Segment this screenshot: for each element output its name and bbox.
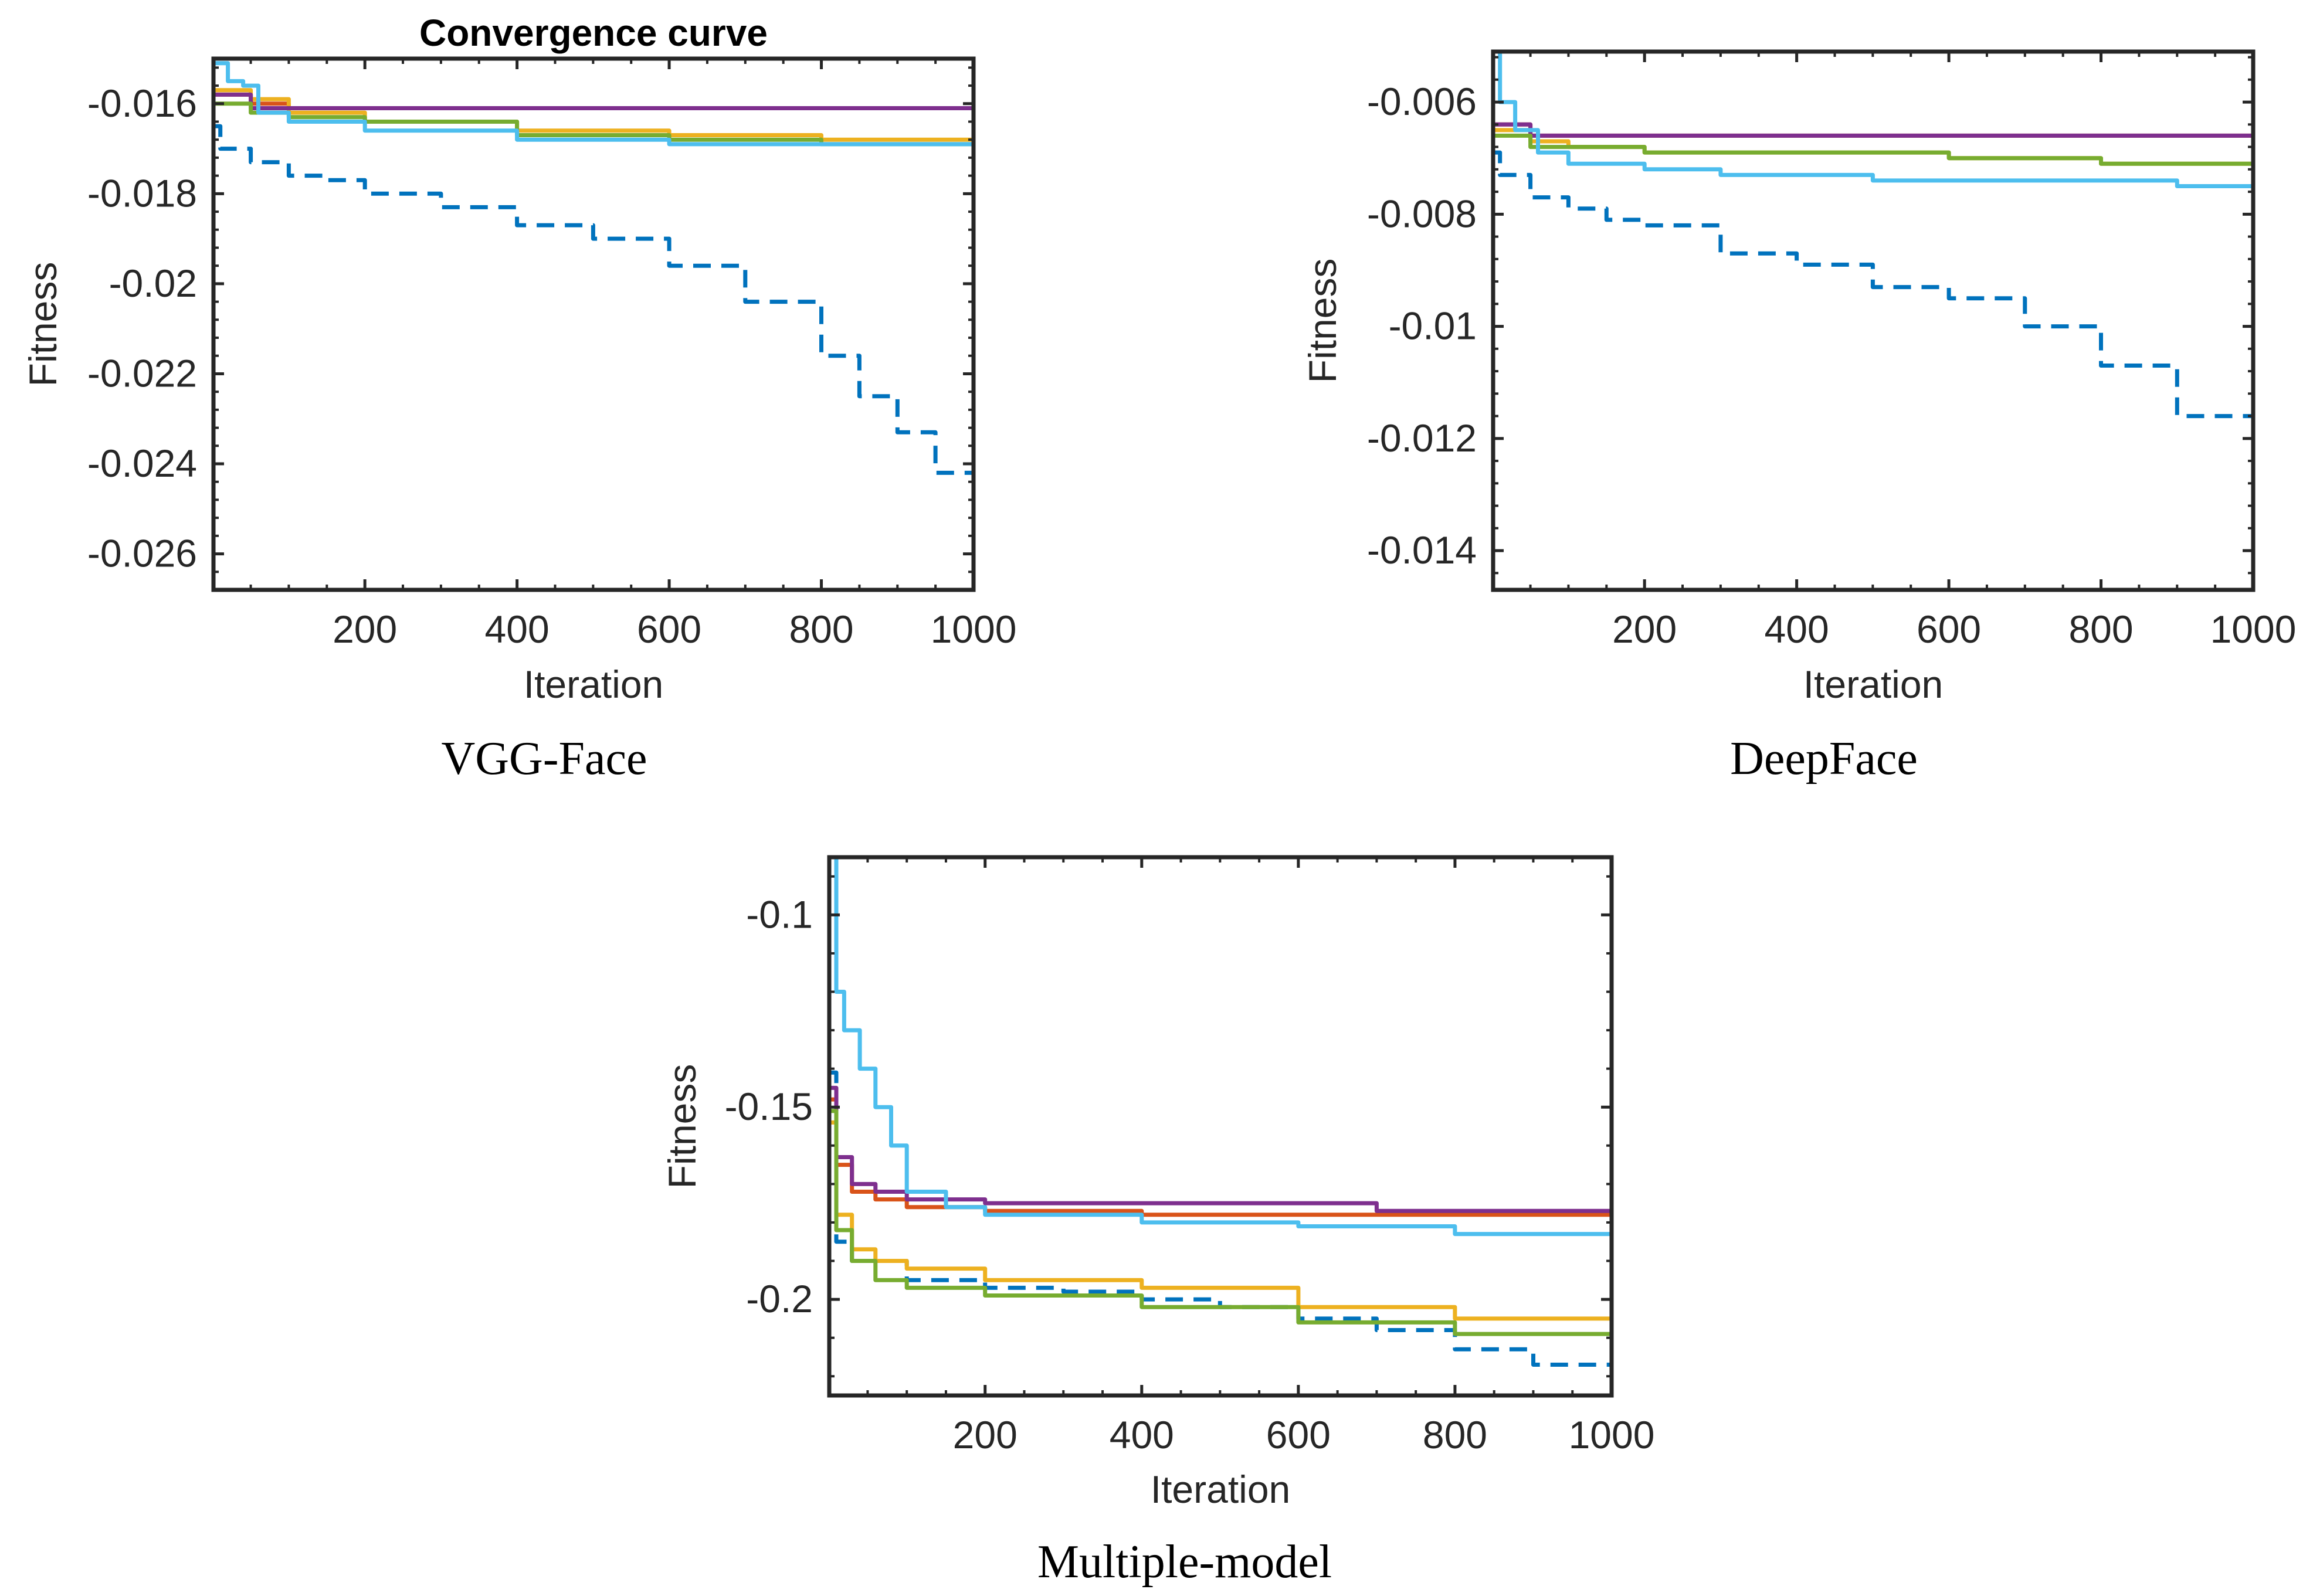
x-tick-label: 200	[333, 607, 397, 651]
x-tick-label: 1000	[2210, 607, 2297, 651]
chart-deepface: 200 400 600 800 1000 -0.006 -0.008 -0.01 -0.012 -…	[1301, 49, 2297, 785]
series-line-dashed-blue	[829, 1070, 1614, 1384]
plot-frame	[1491, 49, 2256, 592]
tick-layer: 200 400 600 800 1000 -0.1 -0.15 -0.2	[725, 857, 1655, 1456]
x-tick-label: 800	[789, 607, 853, 651]
y-tick-label: -0.012	[1367, 416, 1477, 460]
y-tick-label: -0.1	[746, 892, 813, 936]
series-line-green	[213, 101, 976, 149]
y-tick-label: -0.022	[87, 351, 197, 395]
y-tick-label: -0.014	[1367, 528, 1477, 572]
series-line-green	[829, 1109, 1614, 1342]
x-tick-label: 1000	[931, 607, 1017, 651]
series-line-cyan	[829, 855, 1614, 1242]
series-line-purple	[1493, 122, 2256, 141]
chart-vgg-face: 200 400 600 800 1000 -0.016 -0.018 -0.02 -0.022 -…	[21, 12, 1016, 785]
x-tick-label: 400	[485, 607, 550, 651]
y-tick-label: -0.026	[87, 532, 197, 575]
x-tick-label: 600	[1266, 1413, 1331, 1456]
series-line-red	[829, 1097, 1614, 1227]
chart-caption: VGG-Face	[442, 733, 647, 785]
x-tick-label: 1000	[1569, 1413, 1655, 1456]
y-tick-label: -0.008	[1367, 192, 1477, 235]
chart-multiple-model: 200 400 600 800 1000-0.1-0.15-0.2 Iteration …	[660, 855, 1655, 1588]
x-tick-label: 800	[2068, 607, 2133, 651]
y-tick-label: -0.15	[725, 1085, 813, 1128]
series-line-dashed-blue	[213, 124, 976, 522]
y-tick-label: -0.01	[1389, 304, 1477, 348]
y-tick-label: -0.018	[87, 171, 197, 215]
chart-caption: Multiple-model	[1037, 1536, 1332, 1588]
y-axis-label: Fitness	[660, 1064, 704, 1189]
series-line-cyan	[1493, 49, 2253, 188]
chart-title: Convergence curve	[419, 12, 768, 54]
series-layer	[1493, 49, 2256, 500]
series-line-dashed-blue	[1493, 150, 2256, 500]
y-axis-label: Fitness	[21, 262, 65, 387]
series-line-purple	[213, 92, 974, 110]
y-tick-label: -0.006	[1367, 80, 1477, 123]
series-layer	[829, 855, 1614, 1384]
series-line-green	[1493, 133, 2256, 169]
x-tick-label: 200	[1612, 607, 1677, 651]
x-tick-label: 600	[637, 607, 701, 651]
x-tick-label: 600	[1917, 607, 1981, 651]
chart-caption: DeepFace	[1730, 733, 1918, 785]
series-line-purple	[829, 1085, 1614, 1215]
y-tick-label: -0.024	[87, 442, 197, 485]
tick-layer: 200 400 600 800 1000 -0.016 -0.018 -0.02 -0.022 -…	[87, 59, 1017, 651]
y-axis-label: Fitness	[1301, 259, 1344, 383]
plot-frame	[827, 855, 1614, 1398]
x-tick-label: 800	[1423, 1413, 1487, 1456]
y-tick-label: -0.2	[746, 1277, 813, 1320]
x-axis-label: Iteration	[524, 663, 663, 706]
tick-layer: 200 400 600 800 1000 -0.006 -0.008 -0.01 -0.012 -…	[1367, 52, 2297, 651]
series-line-cyan	[213, 61, 976, 149]
x-axis-label: Iteration	[1151, 1468, 1290, 1511]
x-tick-label: 400	[1765, 607, 1829, 651]
y-tick-label: -0.02	[109, 262, 197, 305]
x-tick-label: 400	[1110, 1413, 1174, 1456]
series-line-yellow	[213, 88, 974, 142]
x-axis-label: Iteration	[1803, 663, 1943, 706]
series-layer	[213, 61, 976, 522]
x-tick-label: 200	[953, 1413, 1018, 1456]
y-tick-label: -0.016	[87, 82, 197, 125]
series-line-yellow	[829, 1120, 1614, 1334]
